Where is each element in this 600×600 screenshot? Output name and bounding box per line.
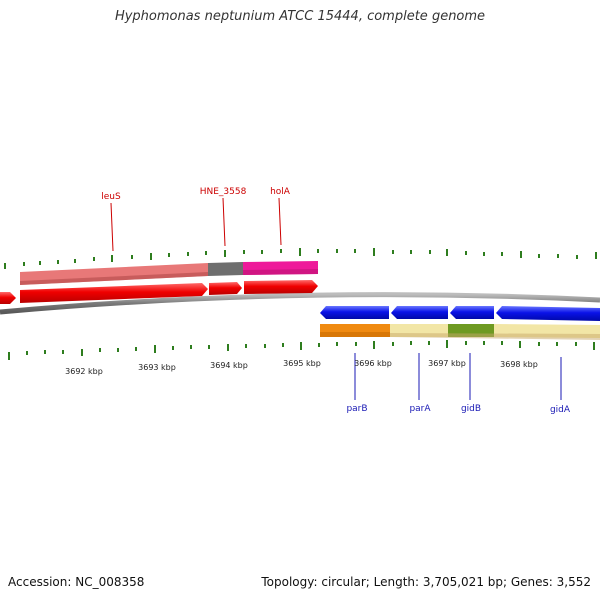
forward-gene-arrow[interactable] xyxy=(209,282,242,295)
forward-gene-labels: leuS HNE_3558 holA xyxy=(101,187,291,202)
accession-text: Accession: NC_008358 xyxy=(8,575,145,589)
reverse-gene-arrow[interactable] xyxy=(450,306,494,319)
forward-feature-track xyxy=(20,261,318,285)
gene-label-HNE_3558[interactable]: HNE_3558 xyxy=(200,187,247,197)
reverse-gene-arrow[interactable] xyxy=(391,306,448,319)
scale-label: 3696 kbp xyxy=(354,359,392,368)
forward-gene-arrow[interactable] xyxy=(20,283,208,303)
genome-backbone xyxy=(0,292,600,315)
gene-label-gidA[interactable]: gidA xyxy=(550,405,571,415)
reverse-gene-arrow[interactable] xyxy=(496,306,600,321)
reverse-feature-track xyxy=(320,324,600,340)
scale-label: 3695 kbp xyxy=(283,359,321,368)
scale-label: 3697 kbp xyxy=(428,359,466,368)
gene-label-parB[interactable]: parB xyxy=(346,404,367,414)
scale-label: 3698 kbp xyxy=(500,360,538,369)
gene-label-holA[interactable]: holA xyxy=(270,187,291,197)
forward-label-leaders xyxy=(110,197,282,252)
gene-label-gidB[interactable]: gidB xyxy=(461,404,481,414)
scale-label: 3694 kbp xyxy=(210,361,248,370)
forward-gene-arrow[interactable] xyxy=(0,292,16,304)
gene-label-parA[interactable]: parA xyxy=(409,404,431,414)
outer-scale-ticks xyxy=(4,248,597,269)
reverse-gene-labels: parB parA gidB gidA xyxy=(346,404,570,415)
gene-label-leuS[interactable]: leuS xyxy=(101,192,121,202)
inner-scale-ticks xyxy=(8,340,595,360)
reverse-gene-arrow[interactable] xyxy=(320,306,389,319)
forward-gene-arrow[interactable] xyxy=(244,280,318,294)
forward-genes xyxy=(0,280,318,304)
scale-label: 3692 kbp xyxy=(65,367,103,376)
reverse-label-leaders xyxy=(354,353,562,400)
scale-label: 3693 kbp xyxy=(138,363,176,372)
scale-labels: 3692 kbp 3693 kbp 3694 kbp 3695 kbp 3696… xyxy=(65,359,538,376)
reverse-genes xyxy=(320,306,600,321)
genome-stats-text: Topology: circular; Length: 3,705,021 bp… xyxy=(261,575,591,589)
map-title: Hyphomonas neptunium ATCC 15444, complet… xyxy=(114,9,486,24)
